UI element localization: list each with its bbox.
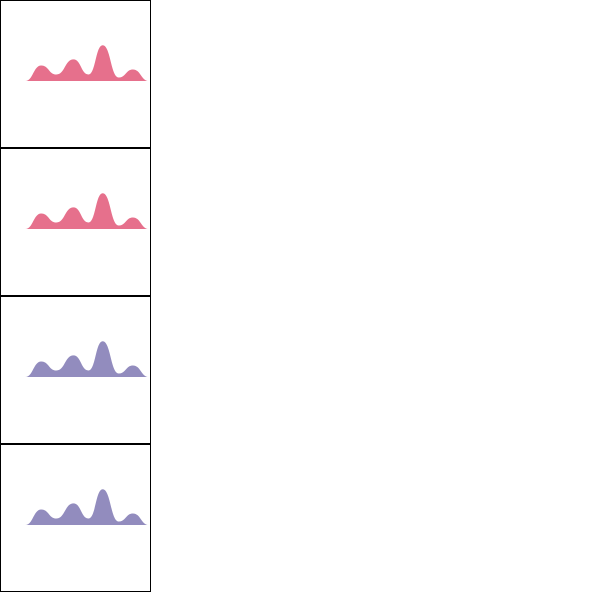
density-panel-1	[0, 0, 151, 148]
density-plot-area	[25, 489, 149, 526]
density-curve-fill	[25, 341, 149, 378]
density-panel-4	[0, 444, 151, 592]
density-plot-area	[25, 341, 149, 378]
density-curve-fill	[25, 489, 149, 526]
ridgeline-panel-column	[0, 0, 151, 592]
density-curve-fill	[25, 45, 149, 82]
density-plot-area	[25, 45, 149, 82]
density-plot-area	[25, 193, 149, 230]
density-curve-fill	[25, 193, 149, 230]
density-panel-3	[0, 296, 151, 444]
density-panel-2	[0, 148, 151, 296]
